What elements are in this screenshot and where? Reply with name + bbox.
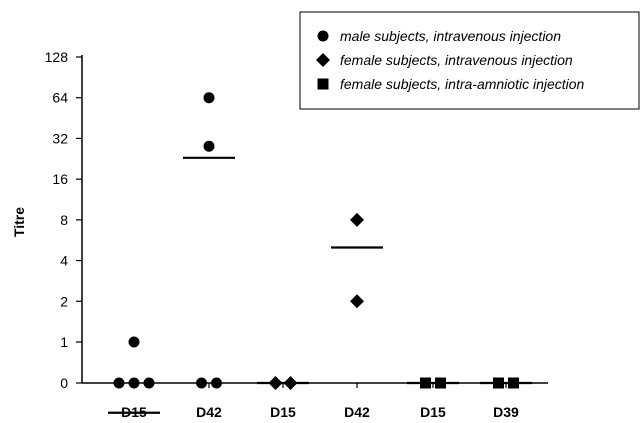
y-tick-label-1: 1 (60, 334, 68, 350)
point-s1-g1-p0 (350, 212, 364, 227)
y-tick-label-128: 128 (45, 49, 69, 65)
data-marks (113, 92, 519, 390)
point-s0-g1-p2 (196, 377, 207, 389)
axes (81, 55, 548, 384)
legend-marker-1 (316, 53, 330, 67)
legend-box (299, 11, 640, 110)
mean-lines (108, 156, 532, 414)
x-category-label-4: D15 (420, 404, 446, 420)
y-tick-label-4: 4 (60, 253, 68, 269)
legend: male subjects, intravenous injection fema… (299, 11, 640, 110)
point-s1-g1-p1 (350, 294, 364, 309)
x-category-label-1: D42 (196, 404, 222, 420)
y-tick-label-16: 16 (52, 171, 68, 187)
legend-marker-0 (317, 30, 329, 42)
x-categories: D15 D42 D15 D42 D15 D39 (121, 383, 519, 420)
y-tick-label-0: 0 (60, 375, 68, 391)
x-category-label-2: D15 (270, 404, 296, 420)
point-s0-g0-p3 (143, 377, 155, 389)
legend-label-0: male subjects, intravenous injection (340, 28, 561, 44)
legend-label-1: female subjects, intravenous injection (340, 52, 573, 68)
point-s0-g0-p0 (128, 336, 140, 348)
point-s0-g1-p0 (203, 92, 215, 104)
y-tick-label-2: 2 (60, 293, 68, 309)
y-axis-title: Titre (11, 207, 27, 237)
x-category-label-5: D39 (493, 404, 519, 420)
x-category-label-3: D42 (344, 404, 370, 420)
point-s0-g1-p1 (203, 140, 215, 152)
y-tick-label-32: 32 (52, 130, 68, 146)
legend-marker-2 (317, 78, 329, 90)
point-s0-g0-p1 (113, 377, 125, 389)
y-ticks: 0 1 2 4 8 16 32 64 128 (45, 49, 82, 391)
y-tick-label-8: 8 (60, 212, 68, 228)
legend-label-2: female subjects, intra-amniotic injectio… (340, 76, 585, 92)
point-s0-g0-p2 (128, 377, 140, 389)
point-s0-g1-p3 (211, 377, 222, 389)
y-tick-label-64: 64 (52, 90, 68, 106)
